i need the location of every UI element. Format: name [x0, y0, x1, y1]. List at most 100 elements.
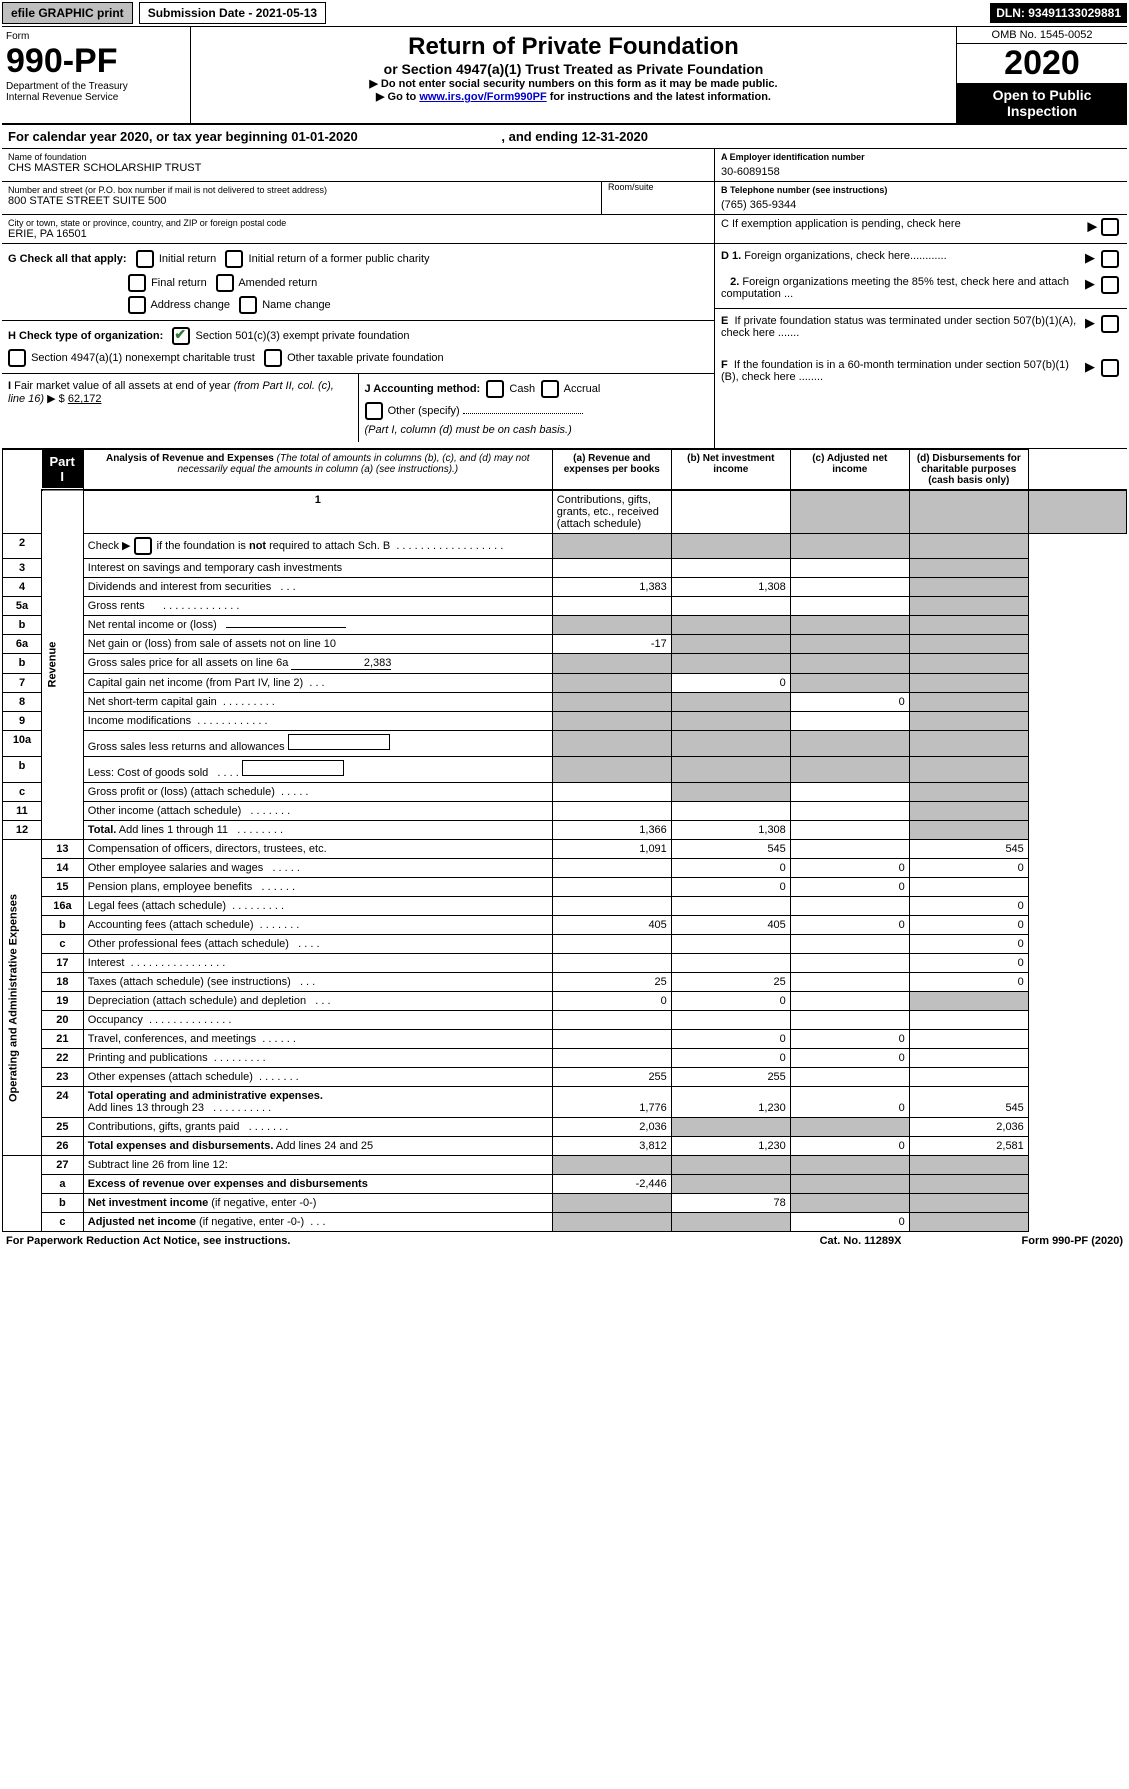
tax-year: 2020 [957, 44, 1127, 83]
cell-value: 1,776 [552, 1087, 671, 1118]
line-num: 4 [3, 578, 42, 597]
h-other-checkbox[interactable] [264, 349, 282, 367]
cell-value: 0 [671, 674, 790, 693]
amended-return-checkbox[interactable] [216, 274, 234, 292]
efile-button[interactable]: efile GRAPHIC print [2, 2, 133, 24]
cell-value: 2,581 [909, 1137, 1028, 1156]
sch-b-checkbox[interactable] [134, 537, 152, 555]
cell-value: 2,383 [291, 657, 391, 670]
line-num: 12 [3, 821, 42, 840]
line-desc: Other expenses (attach schedule) . . . .… [83, 1068, 552, 1087]
line-desc: Compensation of officers, directors, tru… [83, 840, 552, 859]
line-desc: Contributions, gifts, grants paid . . . … [83, 1118, 552, 1137]
c-checkbox[interactable] [1101, 218, 1119, 236]
cell-value: 255 [671, 1068, 790, 1087]
phone-value: (765) 365-9344 [721, 199, 1121, 211]
line-desc: Gross sales less returns and allowances [83, 731, 552, 757]
form-header: Form 990-PF Department of the Treasury I… [2, 27, 1127, 125]
line-num: c [42, 935, 84, 954]
submission-date-button[interactable]: Submission Date - 2021-05-13 [139, 2, 326, 24]
line-num: a [42, 1175, 84, 1194]
final-return-checkbox[interactable] [128, 274, 146, 292]
line-desc: Travel, conferences, and meetings . . . … [83, 1030, 552, 1049]
cell-value: 1,308 [671, 578, 790, 597]
cell-value: -17 [552, 635, 671, 654]
cell-value: 0 [790, 1030, 909, 1049]
foundation-name-label: Name of foundation [8, 152, 708, 162]
cell-value: 0 [790, 878, 909, 897]
line-num: 26 [42, 1137, 84, 1156]
line-desc: Excess of revenue over expenses and disb… [83, 1175, 552, 1194]
j-other-checkbox[interactable] [365, 402, 383, 420]
dln-label: DLN: 93491133029881 [990, 3, 1127, 23]
line-desc: Net rental income or (loss) [83, 616, 552, 635]
line-desc: Printing and publications . . . . . . . … [83, 1049, 552, 1068]
line-num: c [42, 1213, 84, 1232]
line-desc: Total. Add lines 1 through 11 . . . . . … [83, 821, 552, 840]
line-desc: Total operating and administrative expen… [83, 1087, 552, 1118]
j-cash-checkbox[interactable] [486, 380, 504, 398]
j-label: J Accounting method: [365, 383, 481, 395]
line-num: 7 [3, 674, 42, 693]
d1-label: Foreign organizations, check here.......… [744, 250, 946, 262]
initial-former-checkbox[interactable] [225, 250, 243, 268]
cell-value: 25 [552, 973, 671, 992]
h-501c3-label: Section 501(c)(3) exempt private foundat… [195, 330, 409, 342]
h-4947-checkbox[interactable] [8, 349, 26, 367]
line-desc: Capital gain net income (from Part IV, l… [83, 674, 552, 693]
line-num: 25 [42, 1118, 84, 1137]
line-desc: Income modifications . . . . . . . . . .… [83, 712, 552, 731]
f-label: F If the foundation is in a 60-month ter… [721, 359, 1079, 383]
initial-return-label: Initial return [159, 253, 216, 265]
name-change-checkbox[interactable] [239, 296, 257, 314]
addr-change-checkbox[interactable] [128, 296, 146, 314]
line-desc: Net short-term capital gain . . . . . . … [83, 693, 552, 712]
line-num: b [3, 757, 42, 783]
line-desc: Depreciation (attach schedule) and deple… [83, 992, 552, 1011]
cell-value: 0 [909, 954, 1028, 973]
cell-value: 0 [790, 1137, 909, 1156]
line-desc: Dividends and interest from securities .… [83, 578, 552, 597]
line-num: 20 [42, 1011, 84, 1030]
irs: Internal Revenue Service [6, 92, 186, 103]
cell-value: 0 [671, 1049, 790, 1068]
part1-label: Part I [42, 450, 83, 488]
j-other-label: Other (specify) [388, 405, 460, 417]
expenses-section-label: Operating and Administrative Expenses [3, 840, 42, 1156]
irs-link[interactable]: www.irs.gov/Form990PF [419, 91, 546, 103]
cal-end: , and ending 12-31-2020 [501, 129, 648, 144]
j-note: (Part I, column (d) must be on cash basi… [365, 424, 572, 436]
d2-checkbox[interactable] [1101, 276, 1119, 294]
h-4947-label: Section 4947(a)(1) nonexempt charitable … [31, 352, 255, 364]
d1-checkbox[interactable] [1101, 250, 1119, 268]
h-501c3-checkbox[interactable] [172, 327, 190, 345]
line-desc: Gross rents . . . . . . . . . . . . . [83, 597, 552, 616]
col-b-header: (b) Net investment income [671, 450, 790, 491]
cell-value: 0 [790, 1049, 909, 1068]
cell-value: 0 [790, 859, 909, 878]
name-change-label: Name change [262, 299, 331, 311]
city-value: ERIE, PA 16501 [8, 228, 708, 240]
f-checkbox[interactable] [1101, 359, 1119, 377]
foundation-name: CHS MASTER SCHOLARSHIP TRUST [8, 162, 708, 174]
dept-treasury: Department of the Treasury [6, 81, 186, 92]
e-checkbox[interactable] [1101, 315, 1119, 333]
j-accrual-checkbox[interactable] [541, 380, 559, 398]
cell-value: -2,446 [552, 1175, 671, 1194]
line-desc: Occupancy . . . . . . . . . . . . . . [83, 1011, 552, 1030]
cat-no: Cat. No. 11289X [820, 1235, 902, 1247]
amended-return-label: Amended return [238, 277, 317, 289]
cell-value: 3,812 [552, 1137, 671, 1156]
line-num: 1 [83, 490, 552, 534]
g-label: G Check all that apply: [8, 253, 127, 265]
line-desc: Pension plans, employee benefits . . . .… [83, 878, 552, 897]
line-desc: Less: Cost of goods sold . . . . [83, 757, 552, 783]
goto-pre: ▶ Go to [376, 91, 419, 103]
e-label: E If private foundation status was termi… [721, 315, 1079, 339]
cell-value: 405 [671, 916, 790, 935]
line-num: 15 [42, 878, 84, 897]
cell-value: 0 [909, 916, 1028, 935]
initial-return-checkbox[interactable] [136, 250, 154, 268]
line-num: b [42, 1194, 84, 1213]
part1-title: Analysis of Revenue and Expenses (The to… [88, 453, 548, 475]
